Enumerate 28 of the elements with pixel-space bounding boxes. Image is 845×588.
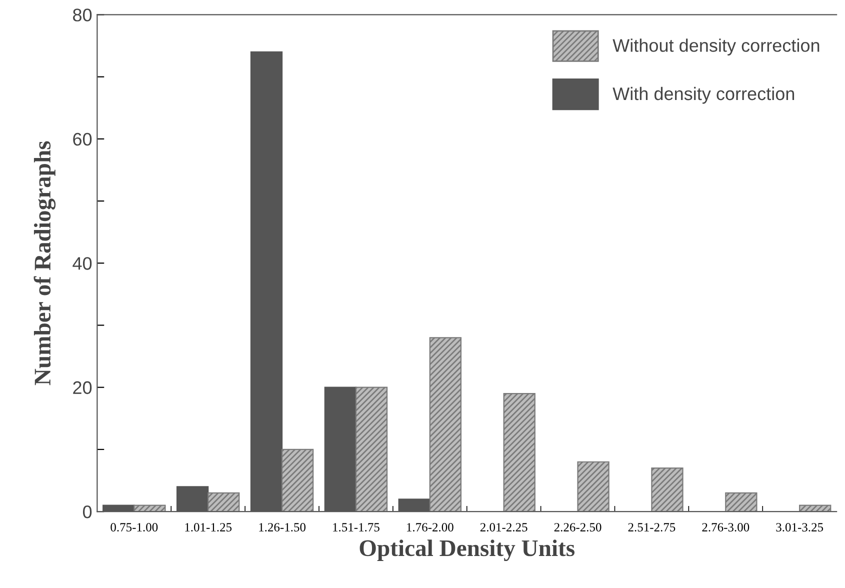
bar	[208, 492, 240, 512]
bar	[355, 386, 388, 512]
x-tick-label: 2.76-3.00	[702, 523, 750, 532]
y-axis-title: Number of Radiographs	[34, 141, 56, 386]
x-tick-label: 0.75-1.00	[110, 523, 158, 532]
bar	[503, 393, 536, 512]
bar	[725, 492, 758, 512]
x-tick-label: 3.01-3.25	[776, 523, 824, 532]
y-tick-label: 20	[73, 381, 92, 394]
x-tick-label: 2.51-2.75	[628, 523, 676, 532]
bar	[651, 468, 684, 512]
bar	[281, 448, 314, 512]
legend-label: Without density correction	[612, 38, 820, 56]
y-tick-label: 80	[73, 8, 92, 22]
bar	[577, 461, 610, 512]
y-tick-label: 60	[73, 132, 92, 146]
x-tick-label: 2.26-2.50	[554, 523, 602, 532]
bar	[134, 504, 166, 512]
x-tick-label: 1.76-2.00	[407, 523, 454, 532]
legend-label: With density correction	[612, 86, 794, 104]
y-tick-label: 0	[82, 505, 92, 518]
x-tick-label: 1.51-1.75	[333, 523, 380, 532]
x-tick-label: 2.01-2.25	[480, 523, 528, 532]
x-tick-label: 1.26-1.50	[259, 523, 306, 532]
bar	[429, 337, 462, 512]
y-tick-label: 40	[72, 257, 92, 270]
x-tick-label: 1.01-1.25	[185, 523, 232, 532]
x-axis-title: Optical Density Units	[360, 540, 575, 562]
